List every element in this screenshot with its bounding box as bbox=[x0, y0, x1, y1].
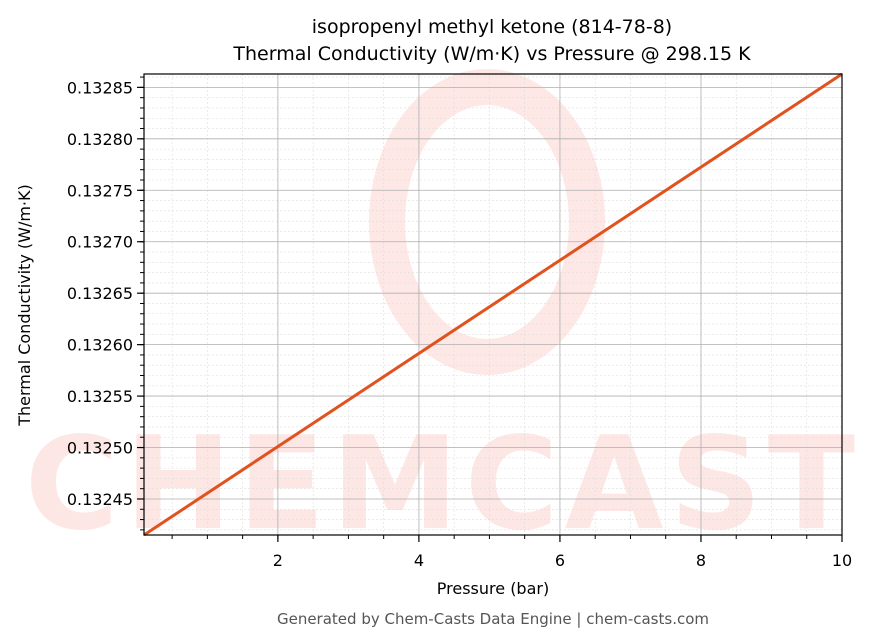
y-tick-label: 0.13285 bbox=[67, 78, 133, 97]
x-tick-label: 10 bbox=[832, 551, 852, 570]
y-tick-label: 0.13280 bbox=[67, 130, 133, 149]
x-tick-label: 6 bbox=[555, 551, 565, 570]
chart-subtitle: Thermal Conductivity (W/m·K) vs Pressure… bbox=[232, 43, 751, 65]
y-tick-label: 0.13265 bbox=[67, 284, 133, 303]
x-tick-label: 2 bbox=[273, 551, 283, 570]
x-axis-label: Pressure (bar) bbox=[437, 579, 549, 598]
y-tick-label: 0.13255 bbox=[67, 387, 133, 406]
plot-frame bbox=[143, 73, 843, 536]
y-tick-label: 0.13270 bbox=[67, 233, 133, 252]
chart-title: isopropenyl methyl ketone (814-78-8) bbox=[312, 16, 672, 38]
x-tick-label: 8 bbox=[696, 551, 706, 570]
y-axis-label: Thermal Conductivity (W/m·K) bbox=[15, 184, 34, 427]
footer-credit: Generated by Chem-Casts Data Engine | ch… bbox=[277, 610, 709, 628]
y-tick-label: 0.13275 bbox=[67, 181, 133, 200]
y-tick-label: 0.13250 bbox=[67, 439, 133, 458]
series-line bbox=[143, 72, 843, 537]
x-tick-label: 4 bbox=[414, 551, 424, 570]
y-tick-label: 0.13260 bbox=[67, 336, 133, 355]
y-tick-label: 0.13245 bbox=[67, 490, 133, 509]
watermark-text: CHEMCASTS bbox=[25, 410, 869, 559]
watermark-logo: CHEMCASTS bbox=[25, 69, 869, 559]
